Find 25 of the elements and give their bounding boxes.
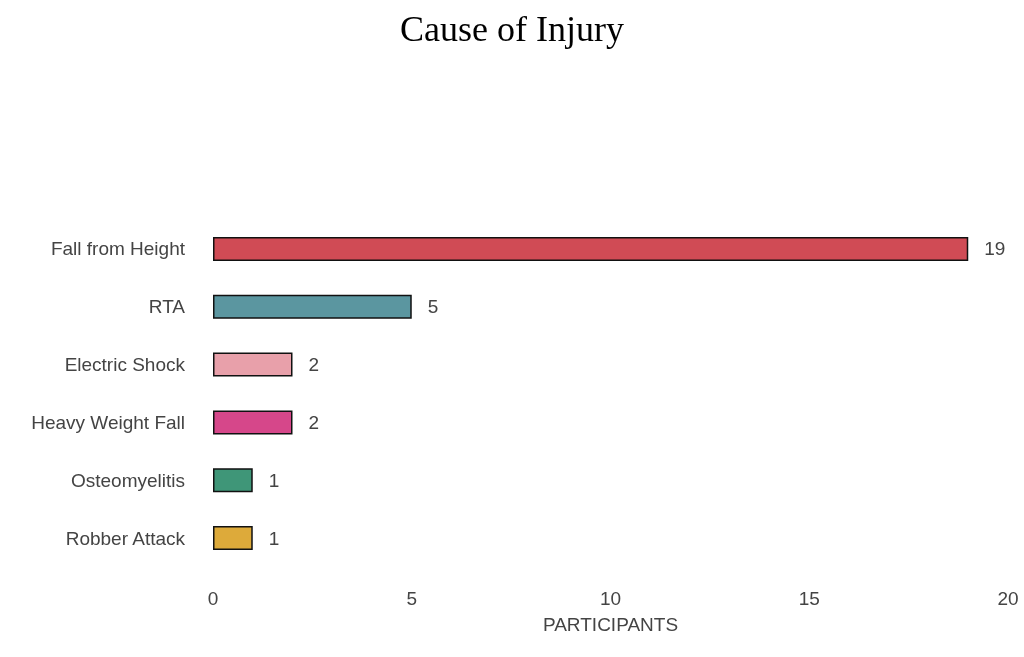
bar [213, 352, 293, 377]
data-label: 19 [984, 238, 1006, 260]
y-tick-label: Heavy Weight Fall [31, 411, 185, 433]
bar [213, 410, 293, 435]
bar [213, 236, 969, 261]
data-label: 2 [308, 411, 320, 433]
y-tick-label: Electric Shock [64, 354, 186, 376]
data-label: 1 [268, 527, 280, 549]
bar [213, 468, 253, 493]
x-tick-label: 5 [406, 588, 418, 609]
y-tick-label: Fall from Height [50, 238, 186, 260]
y-tick-label: Osteomyelitis [70, 469, 185, 491]
data-label: 5 [427, 296, 439, 318]
bar [213, 526, 253, 551]
x-tick-label: 10 [599, 588, 622, 609]
x-tick-label: 0 [207, 588, 219, 609]
y-tick-label: Robber Attack [65, 527, 186, 549]
bar [213, 294, 412, 319]
x-axis-title: PARTICIPANTS [542, 614, 679, 635]
y-tick-label: RTA [148, 296, 186, 318]
x-tick-label: 20 [997, 588, 1019, 609]
x-tick-label: 15 [798, 588, 820, 609]
chart-title: Cause of Injury [400, 9, 624, 49]
data-label: 1 [268, 469, 280, 491]
data-label: 2 [308, 354, 320, 376]
